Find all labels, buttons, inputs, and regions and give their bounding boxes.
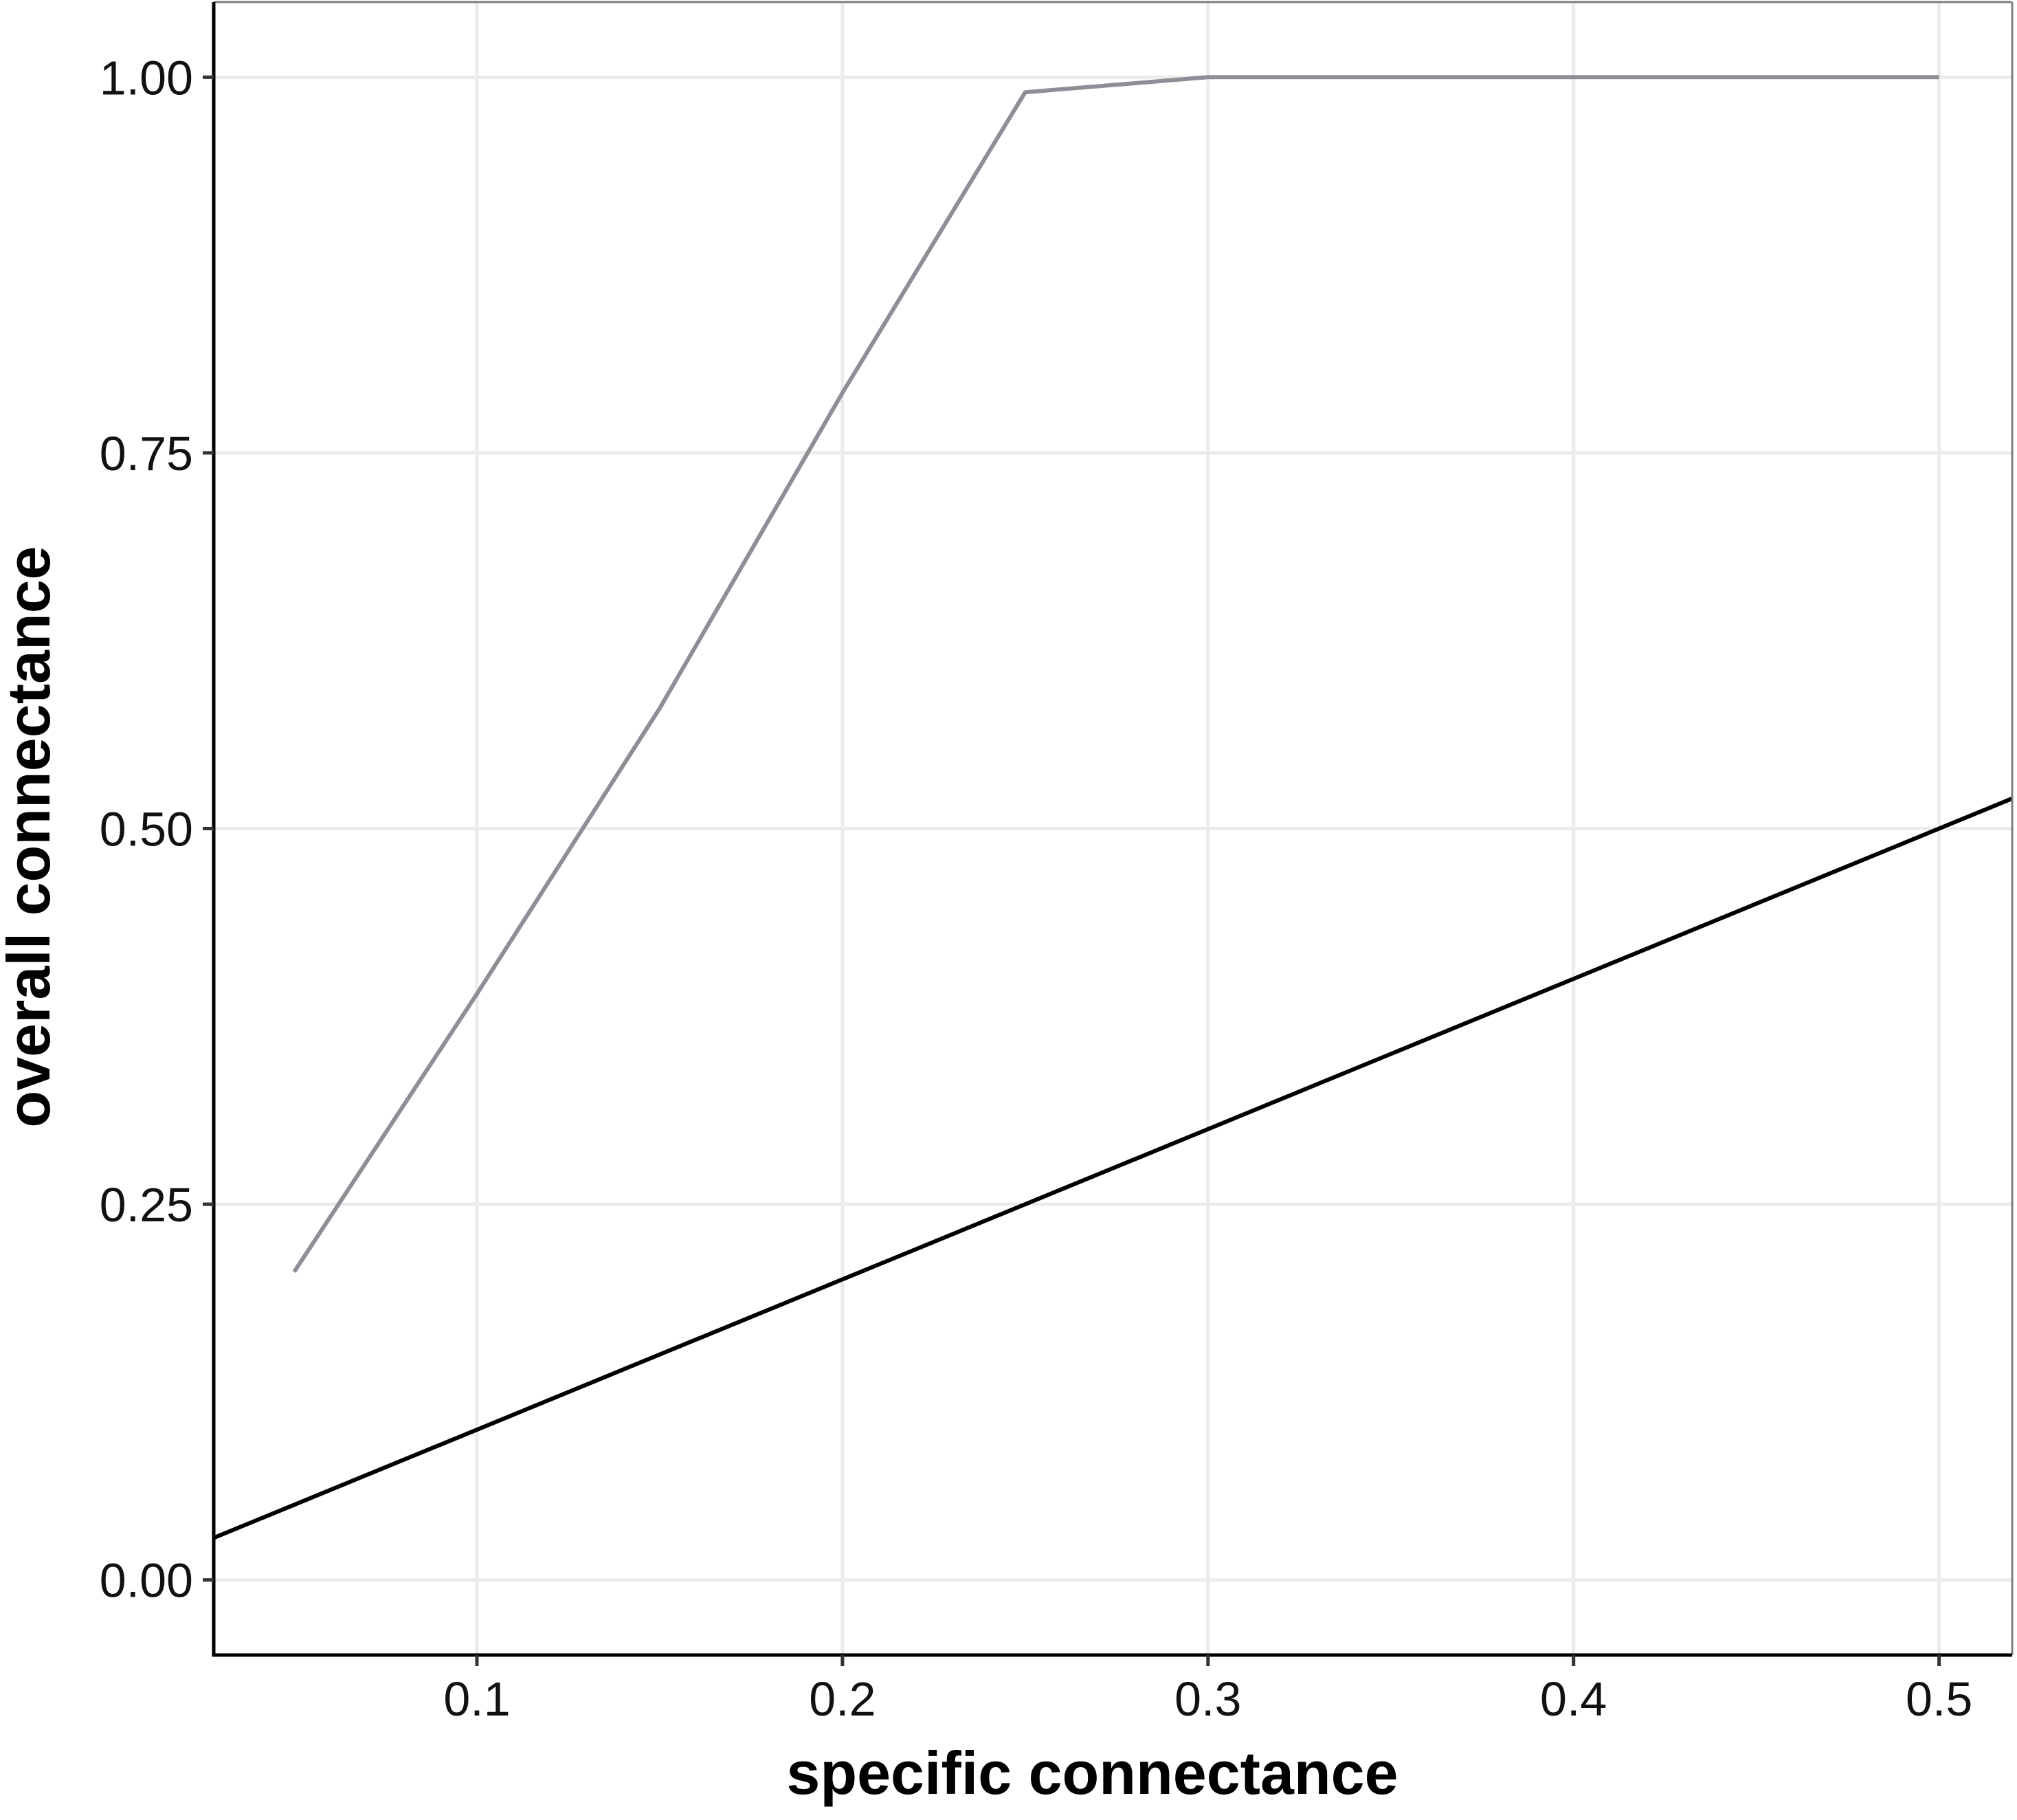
x-tick-label: 0.5 (1906, 1672, 1972, 1726)
y-tick-label: 1.00 (100, 51, 193, 104)
x-tick-label: 0.2 (809, 1672, 876, 1726)
tick-labels: 0.1 0.2 0.3 0.4 0.5 0.00 0.25 0.50 0.75 1.00 (100, 51, 1973, 1726)
y-tick-label: 0.50 (100, 803, 193, 856)
series-line-1 (292, 75, 1939, 1274)
y-tick-label: 0.75 (100, 427, 193, 480)
series-lines (212, 75, 2014, 1540)
x-tick-label: 0.1 (443, 1672, 510, 1726)
axes (203, 1, 2014, 1666)
grid-lines (214, 2, 2012, 1655)
y-axis-title: overall connectance (0, 546, 63, 1127)
x-axis-title: specific connectance (786, 1739, 1398, 1807)
x-tick-label: 0.3 (1174, 1672, 1241, 1726)
y-tick-label: 0.00 (100, 1554, 193, 1608)
x-tick-label: 0.4 (1540, 1672, 1607, 1726)
y-tick-label: 0.25 (100, 1178, 193, 1232)
series-line-2 (212, 797, 2014, 1540)
